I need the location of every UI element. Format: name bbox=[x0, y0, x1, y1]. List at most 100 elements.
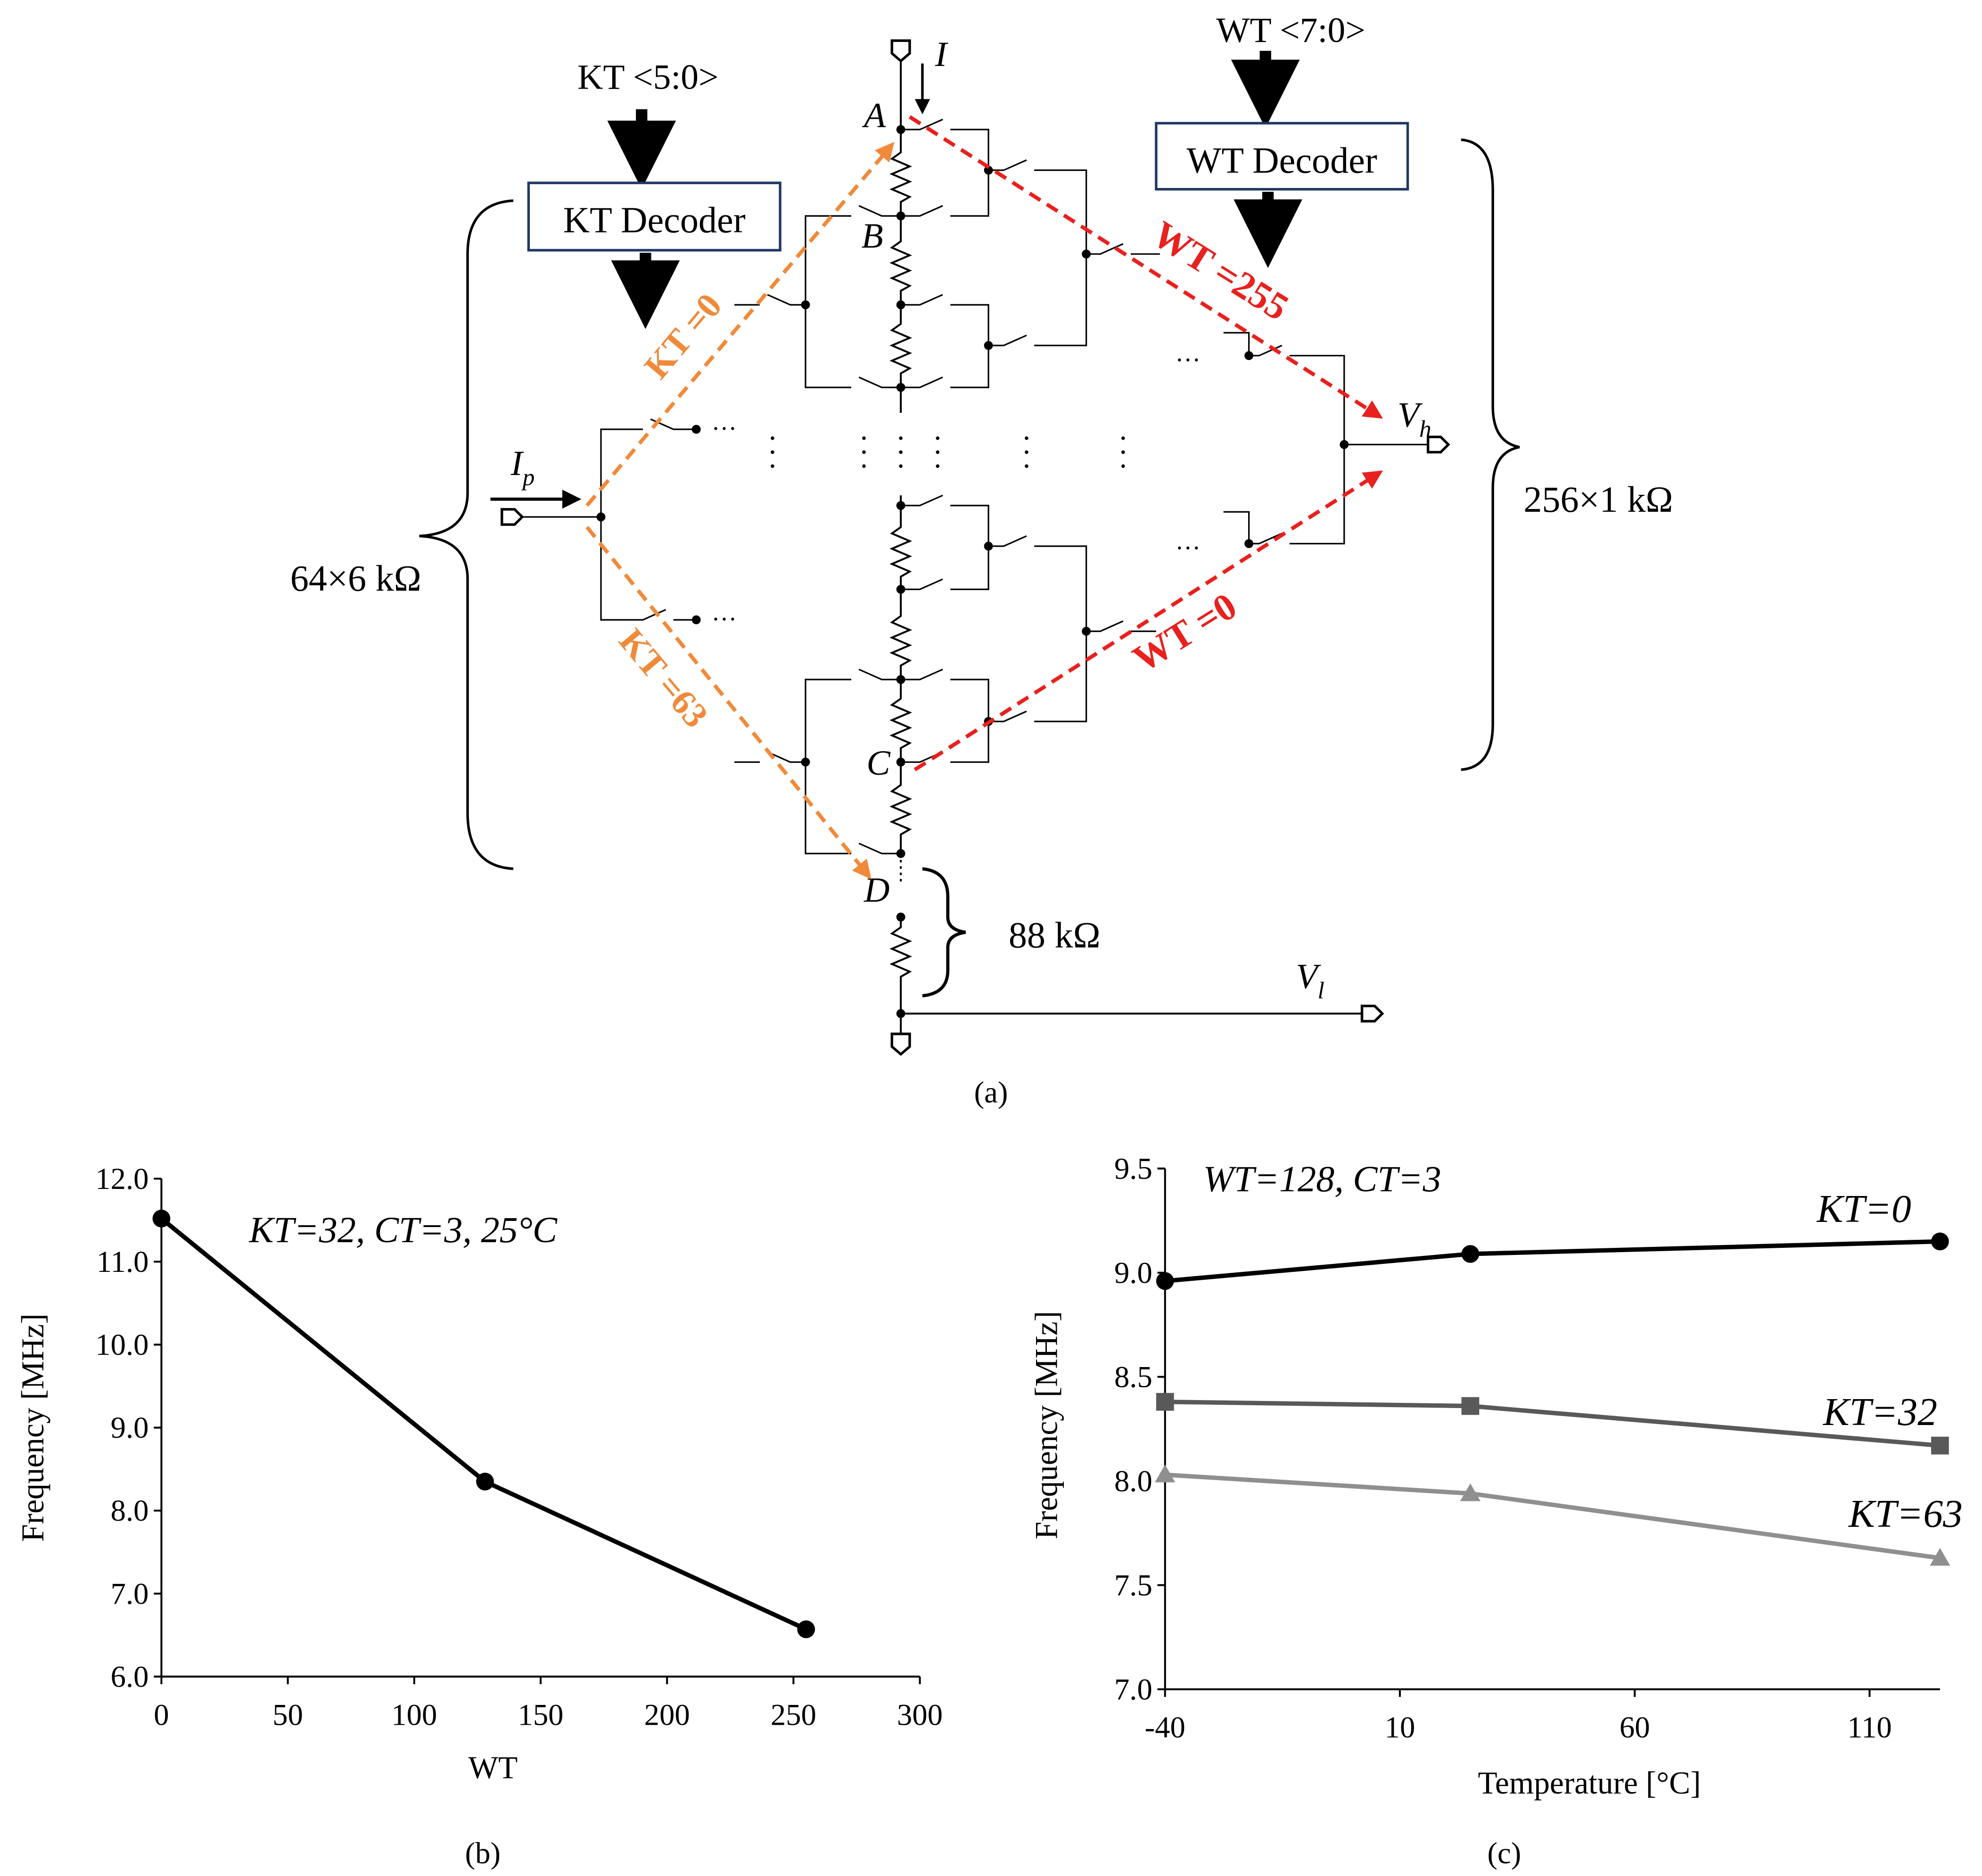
chart-c-series-label-kt0: KT=0 bbox=[1816, 1188, 1911, 1231]
string-nodes bbox=[896, 125, 905, 1018]
wt-switch-tree bbox=[901, 118, 1428, 763]
chart-c-series bbox=[1155, 1232, 1950, 1566]
ellipsis: ··· bbox=[712, 605, 737, 633]
ellipsis: ··· bbox=[1175, 346, 1201, 374]
chart-b: 6.0 7.0 8.0 9.0 10.0 11.0 12.0 0 50 100 150 200 250… bbox=[15, 1162, 943, 1870]
data-point bbox=[1930, 1548, 1950, 1566]
series-line-kt32 bbox=[160, 1217, 807, 1631]
chart-b-y-ticks: 6.0 7.0 8.0 9.0 10.0 11.0 12.0 bbox=[95, 1162, 162, 1693]
kt0-path bbox=[585, 142, 895, 507]
wt0-label: WT =0 bbox=[1126, 585, 1244, 680]
chart-b-xlabel: WT bbox=[469, 1750, 518, 1785]
chart-c-ylabel: Frequency [MHz] bbox=[1029, 1311, 1064, 1540]
y-tick-label: 9.0 bbox=[111, 1410, 149, 1444]
current-ip-label: Ip bbox=[510, 444, 535, 491]
right-brace bbox=[1461, 138, 1520, 771]
vertical-continuation-dots bbox=[771, 436, 1125, 468]
chart-c-caption: (c) bbox=[1488, 1836, 1521, 1870]
x-tick-label: 250 bbox=[771, 1697, 816, 1731]
y-tick-label: 8.0 bbox=[1114, 1464, 1152, 1498]
x-tick-label: 300 bbox=[897, 1697, 943, 1731]
data-point bbox=[1931, 1436, 1949, 1455]
ellipsis: ··· bbox=[712, 414, 737, 442]
y-tick-label: 7.0 bbox=[111, 1576, 149, 1610]
data-point bbox=[476, 1473, 494, 1491]
chart-b-annotation: KT=32, CT=3, 25°C bbox=[248, 1209, 557, 1250]
x-tick-label: 150 bbox=[518, 1697, 563, 1731]
data-point bbox=[1156, 1393, 1174, 1411]
node-a-label: A bbox=[862, 96, 886, 135]
vl-label: Vl bbox=[1296, 957, 1324, 1004]
kt-decoder-box bbox=[527, 181, 781, 252]
vh-terminal bbox=[1426, 435, 1450, 454]
res-right-label: 256×1 kΩ bbox=[1523, 479, 1673, 520]
y-tick-label: 11.0 bbox=[97, 1245, 149, 1278]
circuit-schematic: KT <5:0> WT <7:0> KT Decoder WT Decoder … bbox=[290, 11, 1673, 1110]
x-tick-label: 50 bbox=[272, 1697, 303, 1731]
chart-c-series-label-kt63: KT=63 bbox=[1848, 1492, 1963, 1536]
y-tick-label: 8.0 bbox=[111, 1493, 149, 1527]
wt-switch-dots bbox=[984, 165, 1349, 726]
kt-decoder-label: KT Decoder bbox=[563, 199, 746, 240]
x-tick-label: -40 bbox=[1145, 1710, 1185, 1744]
kt63-label: KT =63 bbox=[611, 622, 715, 735]
y-tick-label: 7.0 bbox=[1114, 1672, 1152, 1706]
series-line-kt63 bbox=[1165, 1472, 1941, 1560]
x-tick-label: 100 bbox=[391, 1697, 437, 1731]
vl-terminal bbox=[1360, 1005, 1384, 1023]
wt-decoder-box bbox=[1155, 122, 1409, 191]
bottom-terminal bbox=[890, 1032, 911, 1056]
series-line-kt0 bbox=[1165, 1239, 1941, 1284]
data-point bbox=[1155, 1464, 1176, 1483]
current-i-label: I bbox=[935, 35, 949, 74]
ip-terminal bbox=[501, 508, 524, 526]
chart-b-x-ticks: 0 50 100 150 200 250 300 bbox=[154, 1676, 943, 1731]
resistor-string bbox=[889, 61, 1362, 1034]
res-bottom-label: 88 kΩ bbox=[1009, 915, 1101, 956]
node-c-label: C bbox=[866, 744, 891, 783]
bottom-brace bbox=[922, 867, 966, 998]
kt63-path bbox=[585, 526, 872, 880]
x-tick-label: 10 bbox=[1385, 1710, 1415, 1744]
y-tick-label: 8.5 bbox=[1114, 1360, 1152, 1393]
kt-bus-label: KT <5:0> bbox=[577, 58, 719, 97]
chart-b-ylabel: Frequency [MHz] bbox=[15, 1313, 50, 1542]
data-point bbox=[1931, 1232, 1949, 1251]
x-tick-label: 0 bbox=[154, 1697, 169, 1731]
chart-c: 7.0 7.5 8.0 8.5 9.0 9.5 -40 10 60 110 WT=128, CT… bbox=[1029, 1151, 1963, 1870]
x-tick-label: 110 bbox=[1847, 1710, 1892, 1744]
chart-c-annotation: WT=128, CT=3 bbox=[1203, 1158, 1441, 1199]
wt-decoder-label: WT Decoder bbox=[1187, 140, 1377, 181]
node-b-label: B bbox=[862, 217, 883, 256]
chart-b-series bbox=[152, 1209, 815, 1638]
y-tick-label: 9.5 bbox=[1114, 1151, 1152, 1185]
vh-label: Vh bbox=[1398, 396, 1431, 443]
res-left-label: 64×6 kΩ bbox=[290, 557, 421, 598]
chart-c-x-ticks: -40 10 60 110 bbox=[1145, 1689, 1892, 1744]
data-point bbox=[1461, 1397, 1480, 1415]
y-tick-label: 7.5 bbox=[1114, 1568, 1152, 1602]
kt-switch-tree bbox=[522, 205, 901, 854]
ellipsis: ··· bbox=[1175, 534, 1201, 562]
chart-c-series-label-kt32: KT=32 bbox=[1823, 1391, 1937, 1434]
kt-switch-dots bbox=[596, 300, 810, 767]
wt-bus-label: WT <7:0> bbox=[1216, 11, 1365, 50]
y-tick-label: 6.0 bbox=[111, 1659, 149, 1693]
chart-c-y-ticks: 7.0 7.5 8.0 8.5 9.0 9.5 bbox=[1114, 1151, 1165, 1706]
data-point bbox=[1460, 1483, 1481, 1501]
wt0-path bbox=[913, 470, 1383, 771]
ellipsis-marks: ··· ··· ··· ··· bbox=[712, 346, 1201, 633]
data-point bbox=[1461, 1245, 1480, 1263]
top-terminal bbox=[890, 39, 911, 63]
data-point bbox=[797, 1620, 815, 1638]
chart-b-caption: (b) bbox=[465, 1836, 501, 1870]
x-tick-label: 60 bbox=[1620, 1710, 1650, 1744]
caption-a: (a) bbox=[974, 1075, 1008, 1110]
data-point bbox=[152, 1209, 171, 1228]
chart-c-xlabel: Temperature [°C] bbox=[1478, 1765, 1701, 1801]
x-tick-label: 200 bbox=[644, 1697, 690, 1731]
left-brace bbox=[419, 199, 514, 870]
y-tick-label: 10.0 bbox=[95, 1327, 148, 1361]
wt255-path bbox=[908, 115, 1383, 419]
